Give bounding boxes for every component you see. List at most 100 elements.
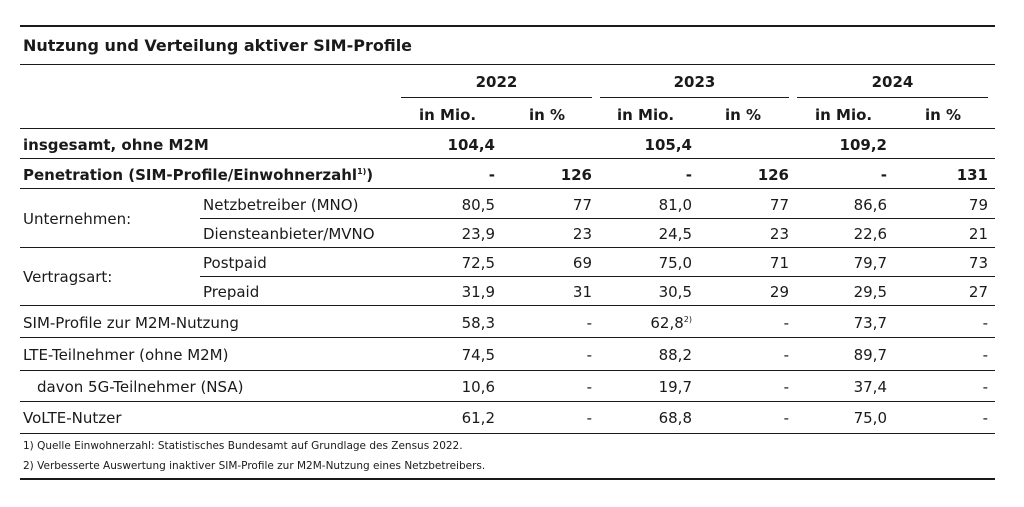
cell-5g-2024-pct: - xyxy=(982,378,988,396)
cell-post-2023-pct: 71 xyxy=(769,254,789,272)
bottom-rule xyxy=(20,478,995,480)
cell-total-2023-mio: 105,4 xyxy=(644,136,692,154)
unit-pct-2024: in % xyxy=(925,106,962,124)
cell-mno-2024-pct: 79 xyxy=(968,196,988,214)
cell-m2m-2023-mio: 62,82) xyxy=(612,314,692,332)
cell-total-2024-mio: 109,2 xyxy=(839,136,887,154)
row-rule-mvno xyxy=(20,247,995,248)
cell-pen-2024-mio: - xyxy=(880,166,887,184)
top-rule xyxy=(20,25,995,27)
cell-mvno-2022-pct: 23 xyxy=(572,225,592,243)
cell-mvno-2024-pct: 21 xyxy=(968,225,988,243)
row-rule-mno xyxy=(200,218,995,219)
cell-pen-2023-mio: - xyxy=(685,166,692,184)
cell-volte-2022-mio: 61,2 xyxy=(461,409,495,427)
cell-volte-2024-mio: 75,0 xyxy=(853,409,887,427)
cell-5g-2023-mio: 19,7 xyxy=(658,378,692,396)
cell-mvno-2023-mio: 24,5 xyxy=(658,225,692,243)
cell-post-2024-mio: 79,7 xyxy=(853,254,887,272)
cell-5g-2022-pct: - xyxy=(586,378,592,396)
cell-volte-2023-pct: - xyxy=(783,409,789,427)
cell-pre-2024-pct: 27 xyxy=(968,283,988,301)
footnote-2: 2) Verbesserte Auswertung inaktiver SIM-… xyxy=(23,460,486,472)
row-label-prepaid: Prepaid xyxy=(203,283,260,301)
cell-pre-2022-mio: 31,9 xyxy=(461,283,495,301)
cell-5g-2024-mio: 37,4 xyxy=(853,378,887,396)
cell-pen-2023-pct: 126 xyxy=(757,166,789,184)
cell-m2m-2022-mio: 58,3 xyxy=(461,314,495,332)
row-rule-5g xyxy=(20,401,995,402)
row-label-lte: LTE-Teilnehmer (ohne M2M) xyxy=(23,346,229,364)
group-label-vertragsart: Vertragsart: xyxy=(23,268,113,286)
cell-post-2023-mio: 75,0 xyxy=(658,254,692,272)
cell-mno-2024-mio: 86,6 xyxy=(853,196,887,214)
cell-pen-2022-pct: 126 xyxy=(560,166,592,184)
year-rule-2024 xyxy=(797,97,988,98)
penetration-label-end: ) xyxy=(366,166,374,184)
cell-mvno-2023-pct: 23 xyxy=(769,225,789,243)
cell-volte-2022-pct: - xyxy=(586,409,592,427)
cell-lte-2023-mio: 88,2 xyxy=(658,346,692,364)
cell-mno-2023-mio: 81,0 xyxy=(658,196,692,214)
table-title: Nutzung und Verteilung aktiver SIM-Profi… xyxy=(23,36,413,55)
cell-post-2022-mio: 72,5 xyxy=(461,254,495,272)
year-2024: 2024 xyxy=(871,73,914,91)
year-2023: 2023 xyxy=(673,73,716,91)
cell-volte-2024-pct: - xyxy=(982,409,988,427)
year-rule-2023 xyxy=(600,97,789,98)
cell-mno-2022-pct: 77 xyxy=(572,196,592,214)
year-rule-2022 xyxy=(401,97,592,98)
cell-pre-2024-mio: 29,5 xyxy=(853,283,887,301)
cell-mvno-2022-mio: 23,9 xyxy=(461,225,495,243)
row-label-volte: VoLTE-Nutzer xyxy=(23,409,122,427)
footnote-ref-2: 2) xyxy=(683,315,692,324)
cell-m2m-2024-pct: - xyxy=(982,314,988,332)
row-label-mno: Netzbetreiber (MNO) xyxy=(203,196,359,214)
cell-m2m-2024-mio: 73,7 xyxy=(853,314,887,332)
row-rule-volte xyxy=(20,433,995,434)
header-rule xyxy=(20,128,995,129)
unit-pct-2022: in % xyxy=(529,106,566,124)
cell-lte-2024-pct: - xyxy=(982,346,988,364)
cell-pre-2023-pct: 29 xyxy=(769,283,789,301)
cell-volte-2023-mio: 68,8 xyxy=(658,409,692,427)
penetration-label-text: Penetration (SIM-Profile/Einwohnerzahl xyxy=(23,166,358,184)
cell-post-2022-pct: 69 xyxy=(572,254,592,272)
cell-pre-2022-pct: 31 xyxy=(572,283,592,301)
row-label-5g: davon 5G-Teilnehmer (NSA) xyxy=(37,378,244,396)
row-rule-m2m xyxy=(20,337,995,338)
cell-mno-2022-mio: 80,5 xyxy=(461,196,495,214)
cell-total-2022-mio: 104,4 xyxy=(447,136,495,154)
cell-mno-2023-pct: 77 xyxy=(769,196,789,214)
unit-pct-2023: in % xyxy=(725,106,762,124)
cell-post-2024-pct: 73 xyxy=(968,254,988,272)
unit-mio-2024: in Mio. xyxy=(815,106,873,124)
title-rule xyxy=(20,64,995,65)
cell-pre-2023-mio: 30,5 xyxy=(658,283,692,301)
unit-mio-2022: in Mio. xyxy=(419,106,477,124)
cell-lte-2023-pct: - xyxy=(783,346,789,364)
row-rule-postpaid xyxy=(200,276,995,277)
cell-lte-2024-mio: 89,7 xyxy=(853,346,887,364)
row-label-penetration: Penetration (SIM-Profile/Einwohnerzahl1)… xyxy=(23,166,373,184)
row-rule-lte xyxy=(20,370,995,371)
footnote-ref-1: 1) xyxy=(357,167,367,176)
row-label-mvno: Diensteanbieter/MVNO xyxy=(203,225,375,243)
cell-lte-2022-mio: 74,5 xyxy=(461,346,495,364)
cell-mvno-2024-mio: 22,6 xyxy=(853,225,887,243)
row-label-postpaid: Postpaid xyxy=(203,254,267,272)
cell-pen-2024-pct: 131 xyxy=(956,166,988,184)
cell-pen-2022-mio: - xyxy=(488,166,495,184)
footnote-1: 1) Quelle Einwohnerzahl: Statistisches B… xyxy=(23,440,463,452)
m2m-2023-value: 62,8 xyxy=(650,314,684,332)
row-label-m2m: SIM-Profile zur M2M-Nutzung xyxy=(23,314,239,332)
cell-5g-2023-pct: - xyxy=(783,378,789,396)
unit-mio-2023: in Mio. xyxy=(617,106,675,124)
row-rule-prepaid xyxy=(20,305,995,306)
row-rule-total xyxy=(20,158,995,159)
group-label-unternehmen: Unternehmen: xyxy=(23,210,132,228)
cell-m2m-2023-pct: - xyxy=(783,314,789,332)
row-rule-penetration xyxy=(20,188,995,189)
cell-m2m-2022-pct: - xyxy=(586,314,592,332)
row-label-total: insgesamt, ohne M2M xyxy=(23,136,209,154)
